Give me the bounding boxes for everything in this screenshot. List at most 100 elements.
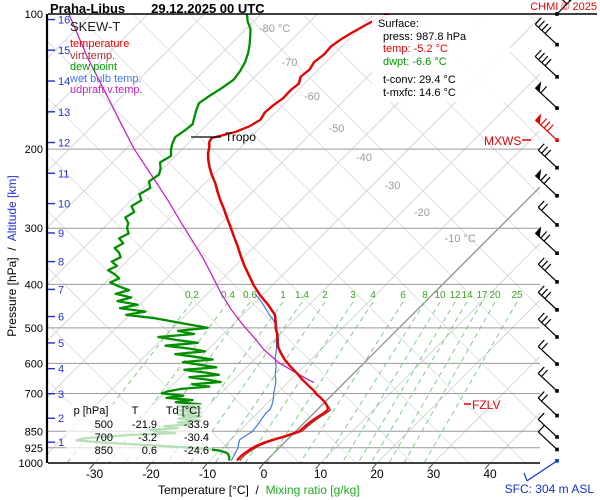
table-cell: -33.9 bbox=[183, 419, 209, 431]
wind-barb-tick bbox=[543, 176, 551, 185]
mixing-ratio-line-0.2 bbox=[66, 301, 193, 463]
wind-barb bbox=[537, 425, 559, 452]
isotherm-20 bbox=[376, 299, 540, 463]
altitude-tick-label: 7 bbox=[58, 284, 64, 296]
temp-tick bbox=[89, 462, 95, 470]
mixing-ratio-label: 0.4 bbox=[221, 290, 235, 301]
mixing-ratio-label: 2 bbox=[322, 290, 328, 301]
wind-barb-tick bbox=[561, 0, 568, 5]
wind-barb bbox=[534, 168, 559, 198]
dry-adiabat bbox=[48, 210, 300, 463]
temp-tick-label: 10 bbox=[314, 467, 328, 481]
mixing-ratio-line-12 bbox=[357, 301, 456, 463]
temp-tick bbox=[484, 462, 491, 470]
wind-barb-tick bbox=[537, 339, 545, 347]
wind-barb-stem bbox=[537, 431, 558, 450]
legend: SKEW-T temperature virt.temp. dew point … bbox=[70, 19, 143, 97]
MXWS-max-wind-barb bbox=[534, 113, 559, 142]
pressure-tick-label: 300 bbox=[25, 223, 43, 235]
wind-barb-stem bbox=[534, 119, 558, 141]
pressure-axis-title: Pressure [hPa] bbox=[5, 257, 19, 337]
dry-adiabat bbox=[48, 380, 131, 463]
surface-dewpoint: dwpt: -6.6 °C bbox=[383, 55, 447, 68]
altitude-tick-label: 11 bbox=[58, 168, 69, 180]
wind-barb-tick bbox=[544, 149, 552, 157]
wind-barb-stem bbox=[534, 175, 558, 197]
mixing-ratio-label: 1 bbox=[280, 290, 286, 301]
wind-barb bbox=[534, 17, 559, 47]
wind-barb-tick bbox=[537, 391, 545, 399]
wind-barb-tick bbox=[537, 312, 545, 320]
wind-barb-tick bbox=[541, 315, 548, 323]
temp-tick bbox=[371, 462, 378, 470]
table-cell: -30.4 bbox=[183, 432, 209, 444]
wind-barb-tick bbox=[544, 318, 552, 327]
wind-barb-tick bbox=[541, 394, 548, 402]
level-data-table: p [hPa] T Td [°C] 500 -21.9 -33.9 700 -3… bbox=[66, 404, 212, 459]
wind-barb-stem bbox=[534, 232, 558, 254]
mixing-ratio-label: 17 bbox=[476, 290, 488, 301]
dry-adiabat bbox=[132, 13, 540, 422]
mixing-ratio-label: 12 bbox=[449, 290, 461, 301]
temp-tick bbox=[202, 462, 208, 470]
wind-barb-stem bbox=[534, 23, 558, 46]
wind-barb-stem bbox=[537, 372, 558, 392]
wind-barb-tick bbox=[537, 285, 545, 293]
mixing-ratio-line-6 bbox=[299, 301, 404, 463]
wind-barb-pennant bbox=[535, 226, 542, 238]
surface-tconv: t-conv: 29.4 °C bbox=[383, 74, 456, 86]
mixing-ratio-label: 8 bbox=[422, 290, 428, 301]
isotherm--100 bbox=[48, 13, 149, 115]
temp-tick-label: 0 bbox=[261, 467, 268, 481]
mixing-ratio-label: 0.2 bbox=[185, 290, 199, 301]
isotherm-0 bbox=[263, 186, 540, 463]
pressure-tick-label: 600 bbox=[25, 358, 43, 370]
mixing-ratio-line-25 bbox=[423, 301, 518, 463]
sounding-datetime: 29.12.2025 00 UTC bbox=[151, 1, 265, 16]
altitude-tick-label: 4 bbox=[58, 364, 64, 376]
altitude-tick-label: 14 bbox=[58, 76, 70, 88]
altitude-tick-label: 8 bbox=[58, 257, 64, 269]
temp-tick-label: 30 bbox=[427, 467, 441, 481]
wind-barb-stem bbox=[537, 397, 558, 416]
altitude-tick-label: 2 bbox=[58, 413, 64, 425]
isotherm-label: -10 °C bbox=[445, 233, 476, 245]
wind-barb-tick bbox=[544, 58, 552, 67]
wind-barb bbox=[537, 412, 559, 439]
wind-barb-tick bbox=[537, 425, 545, 433]
legend-item-updraft: udpraft v.temp. bbox=[70, 84, 143, 97]
legend-item-dew-point: dew point bbox=[70, 61, 118, 74]
mixing-ratio-label: 0.6 bbox=[243, 290, 257, 301]
wind-barb-dot bbox=[555, 251, 559, 256]
wind-barb-tick bbox=[541, 342, 548, 351]
wind-barb-dot bbox=[555, 308, 559, 312]
isotherm--20 bbox=[150, 73, 540, 463]
wind-barb bbox=[537, 312, 559, 339]
altitude-axis-title: Altitude [km] bbox=[5, 175, 19, 242]
table-cell: 500 bbox=[94, 419, 113, 431]
wind-barb-tick bbox=[541, 260, 548, 268]
wind-barb-tick bbox=[541, 55, 549, 64]
table-cell: -3.2 bbox=[138, 432, 157, 444]
wind-barb-tick bbox=[534, 49, 542, 57]
wind-barb-stem bbox=[534, 87, 558, 109]
mixing-ratio-line-2 bbox=[214, 301, 326, 463]
wind-barb-tick bbox=[541, 369, 548, 377]
dry-adiabat bbox=[48, 267, 244, 463]
wind-barb-stem bbox=[537, 346, 558, 365]
isotherm--10 bbox=[207, 129, 540, 463]
pressure-tick-label: 850 bbox=[25, 426, 43, 438]
dry-adiabat bbox=[189, 13, 540, 366]
mixing-ratio-label: 25 bbox=[511, 290, 523, 301]
isotherm-30 bbox=[433, 355, 540, 463]
wind-barb-tick bbox=[546, 124, 554, 132]
wind-barb-pennant bbox=[535, 113, 542, 124]
isotherm-label: -80 °C bbox=[259, 23, 290, 35]
dry-adiabat bbox=[48, 97, 413, 463]
isotherm-label: -70 bbox=[282, 57, 298, 69]
wind-barb-tick bbox=[538, 20, 545, 28]
wind-barb-dot bbox=[555, 389, 559, 393]
wind-barb-tick bbox=[541, 23, 549, 31]
mixing-ratio-label: 1.4 bbox=[295, 290, 309, 301]
pressure-tick-label: 700 bbox=[25, 388, 43, 400]
